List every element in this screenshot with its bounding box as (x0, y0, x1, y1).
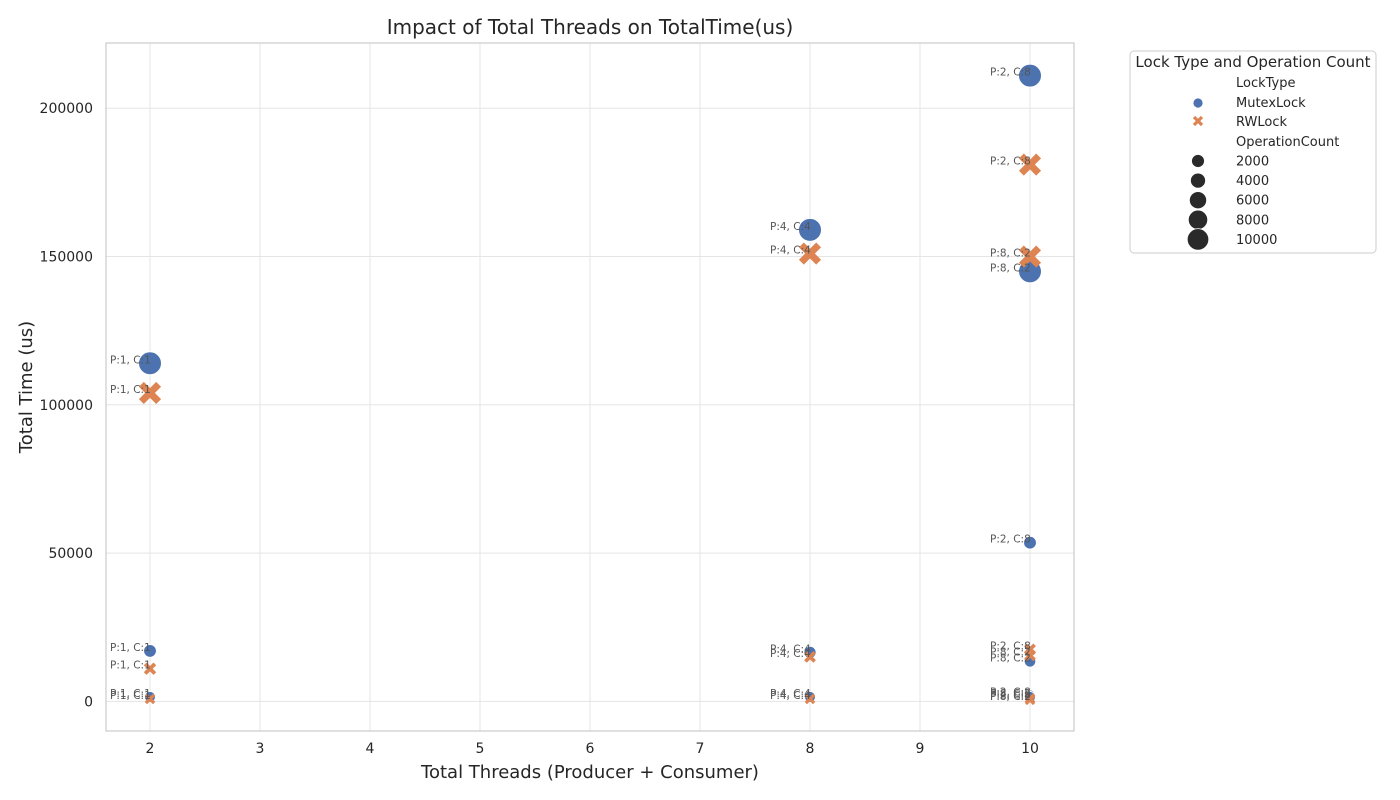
point-annotation: P:1, C:1 (110, 354, 151, 366)
x-tick-label: 2 (146, 741, 155, 757)
point-annotation: P:4, C:4 (770, 688, 811, 700)
point-annotation: P:8, C:2 (990, 262, 1031, 274)
point-rwlock (1018, 245, 1042, 268)
x-tick-label: 6 (586, 741, 595, 757)
point-annotation: P:8, C:2 (990, 652, 1031, 664)
point-rwlock (804, 650, 816, 663)
point-annotation: P:1, C:1 (110, 660, 151, 672)
point-annotation: P:8, C:2 (990, 691, 1031, 703)
point-rwlock (1018, 153, 1042, 176)
x-tick-label: 4 (366, 741, 375, 757)
legend-title: Lock Type and Operation Count (1135, 53, 1370, 71)
point-annotations: P:1, C:1P:1, C:1P:1, C:1P:4, C:4P:4, C:4… (110, 67, 1031, 703)
point-mutexlock (143, 643, 157, 658)
x-axis: 2 3 4 5 6 7 8 9 10 (146, 741, 1039, 757)
x-tick-label: 7 (696, 741, 705, 757)
x-tick-label: 9 (916, 741, 925, 757)
point-rwlock (1024, 649, 1036, 662)
legend-hue-title: LockType (1236, 76, 1296, 91)
legend-rwlock-marker (1192, 115, 1204, 127)
legend-size-label: 10000 (1236, 233, 1277, 248)
point-annotation: P:2, C:8 (990, 689, 1031, 701)
point-mutexlock (138, 351, 162, 376)
x-tick-label: 5 (476, 741, 485, 757)
point-mutexlock (1018, 63, 1042, 88)
legend-size-label: 6000 (1236, 194, 1269, 209)
point-annotation: P:4, C:4 (770, 648, 811, 660)
legend-size-marker (1190, 172, 1206, 189)
y-tick-label: 150000 (40, 250, 93, 266)
point-annotation: P:8, C:2 (990, 248, 1031, 260)
point-annotation: P:8, C:2 (990, 646, 1031, 658)
y-tick-label: 100000 (40, 398, 93, 414)
x-tick-label: 10 (1021, 741, 1039, 757)
point-annotation: P:2, C:8 (990, 686, 1031, 698)
legend-size-marker (1191, 154, 1205, 168)
legend-size-marker (1188, 191, 1208, 210)
legend-size-label: 4000 (1236, 174, 1269, 189)
plot-frame (105, 42, 1075, 732)
point-mutexlock (798, 217, 822, 242)
point-annotation: P:1, C:1 (110, 688, 151, 700)
point-annotation: P:2, C:8 (990, 534, 1031, 546)
point-annotation: P:1, C:1 (110, 690, 151, 702)
y-axis: 0 50000 100000 150000 200000 (40, 101, 93, 710)
legend-rwlock-label: RWLock (1236, 115, 1287, 130)
point-annotation: P:1, C:1 (110, 642, 151, 654)
legend-size-marker (1186, 228, 1210, 251)
chart-title: Impact of Total Threads on TotalTime(us) (387, 15, 794, 39)
data-points (138, 63, 1042, 706)
point-annotation: P:8, C:2 (990, 688, 1031, 700)
point-annotation: P:2, C:8 (990, 156, 1031, 168)
grid (106, 43, 1074, 731)
point-mutexlock (1023, 535, 1037, 550)
legend-size-label: 2000 (1236, 155, 1269, 170)
point-annotation: P:4, C:4 (770, 643, 811, 655)
x-tick-label: 3 (256, 741, 265, 757)
point-annotation: P:4, C:4 (770, 245, 811, 257)
y-tick-label: 0 (84, 694, 93, 710)
legend-mutexlock-marker (1192, 97, 1204, 109)
point-rwlock (804, 693, 816, 705)
legend-mutexlock-label: MutexLock (1236, 96, 1306, 111)
legend-size-marker (1187, 209, 1209, 230)
x-tick-label: 8 (806, 741, 815, 757)
point-annotation: P:4, C:4 (770, 221, 811, 233)
legend-size-entries: 2000 4000 6000 8000 10000 (1186, 154, 1277, 251)
legend-size-label: 8000 (1236, 213, 1269, 228)
y-tick-label: 200000 (40, 101, 93, 117)
point-rwlock (143, 662, 157, 675)
x-axis-title: Total Threads (Producer + Consumer) (420, 762, 759, 783)
point-annotation: P:2, C:8 (990, 67, 1031, 79)
point-rwlock (1024, 694, 1036, 706)
legend-size-title: OperationCount (1236, 135, 1339, 150)
point-rwlock (138, 381, 162, 404)
point-annotation: P:4, C:4 (770, 690, 811, 702)
point-annotation: P:1, C:1 (110, 384, 151, 396)
point-annotation: P:2, C:8 (990, 640, 1031, 652)
y-tick-label: 50000 (48, 546, 93, 562)
y-axis-title: Total Time (us) (16, 321, 37, 454)
point-rwlock (798, 242, 822, 265)
legend: Lock Type and Operation Count LockType M… (1129, 50, 1377, 254)
point-rwlock (144, 693, 156, 705)
